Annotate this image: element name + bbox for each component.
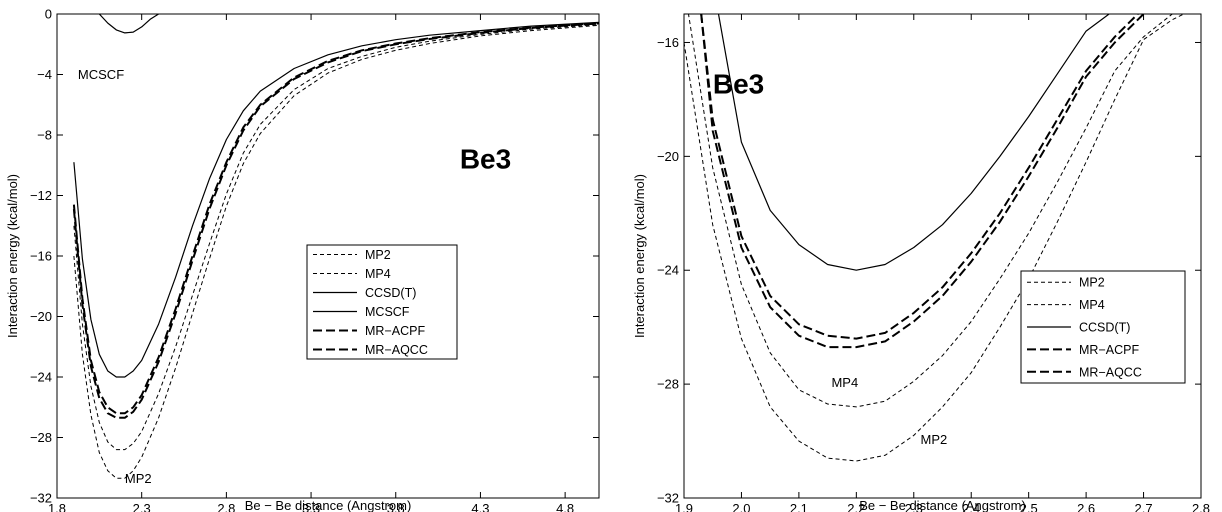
y-axis-label: Interaction energy (kcal/mol) xyxy=(5,174,20,338)
x-tick-label: 2.3 xyxy=(905,501,923,512)
series-line-mr-aqcc xyxy=(700,14,1145,349)
legend-entry: MR−AQCC xyxy=(365,343,428,357)
legend-entry: MP2 xyxy=(365,248,391,262)
y-tick-label: 0 xyxy=(45,7,52,22)
y-tick-label: −32 xyxy=(30,491,52,506)
chart-annotation-title: Be3 xyxy=(713,69,764,100)
series-line-mp2 xyxy=(73,24,599,479)
y-tick-label: −8 xyxy=(37,128,52,143)
legend-box xyxy=(306,244,458,360)
x-tick-label: 4.8 xyxy=(556,501,574,512)
x-tick-label: 3.8 xyxy=(387,501,405,512)
x-tick-label: 2.6 xyxy=(1077,501,1095,512)
legend-entry: CCSD(T) xyxy=(1079,321,1130,335)
y-tick-label: −4 xyxy=(37,67,52,82)
series-line-ccsd-t- xyxy=(717,14,1110,271)
legend: MP2 MP4 CCSD(T) MR−ACPF MR−AQCC xyxy=(1020,270,1186,384)
legend-entry: MR−ACPF xyxy=(365,324,425,338)
y-tick-label: −16 xyxy=(657,35,679,50)
legend-entry: MR−ACPF xyxy=(1079,343,1139,357)
x-tick-label: 2.3 xyxy=(133,501,151,512)
curve-annotation: MCSCF xyxy=(78,67,124,82)
legend-entry: MP4 xyxy=(1079,298,1105,312)
x-tick-label: 3.3 xyxy=(302,501,320,512)
y-tick-label: −28 xyxy=(657,377,679,392)
x-tick-label: 1.9 xyxy=(675,501,693,512)
y-tick-label: −20 xyxy=(657,149,679,164)
plot-frame xyxy=(683,13,1202,499)
x-tick-label: 4.3 xyxy=(471,501,489,512)
series-line-mp4 xyxy=(687,14,1173,408)
y-tick-label: −24 xyxy=(657,263,679,278)
series-line-mp2 xyxy=(684,14,1185,462)
legend-entry: MP2 xyxy=(1079,276,1105,290)
x-tick-label: 2.8 xyxy=(217,501,235,512)
x-axis-label: Be − Be distance (Angstrom) xyxy=(859,498,1026,512)
series-line-mr-acpf xyxy=(72,22,599,415)
x-tick-label: 2.7 xyxy=(1135,501,1153,512)
y-axis-label: Interaction energy (kcal/mol) xyxy=(632,174,647,338)
plot-area xyxy=(72,14,599,479)
plot-area xyxy=(684,14,1185,462)
y-tick-label: −32 xyxy=(657,491,679,506)
curve-annotation: MP4 xyxy=(831,375,858,390)
curve-annotation: MP2 xyxy=(125,471,152,486)
y-tick-label: −12 xyxy=(30,188,52,203)
x-tick-label: 2.8 xyxy=(1192,501,1210,512)
x-tick-label: 2.1 xyxy=(790,501,808,512)
chart-annotation-title: Be3 xyxy=(460,143,511,174)
legend-entry: MCSCF xyxy=(365,305,410,319)
x-axis-label: Be − Be distance (Angstrom) xyxy=(245,498,412,512)
series-line-mr-acpf xyxy=(700,14,1139,340)
x-tick-label: 1.8 xyxy=(48,501,66,512)
legend-entry: CCSD(T) xyxy=(365,286,416,300)
left-chart: 1.8 2.3 2.8 3.3 3.8 4.3 4.8 0 −4 −8 −12 −16 −20 −24 −2… xyxy=(5,7,600,512)
curve-annotation: MP2 xyxy=(921,432,948,447)
x-tick-label: 2.0 xyxy=(732,501,750,512)
y-tick-label: −20 xyxy=(30,309,52,324)
x-tick-label: 2.5 xyxy=(1020,501,1038,512)
y-tick-label: −28 xyxy=(30,430,52,445)
x-tick-label: 2.4 xyxy=(962,501,980,512)
series-line-mcscf xyxy=(98,14,159,34)
series-line-mp4 xyxy=(73,24,599,451)
legend: MP2 MP4 CCSD(T) MCSCF MR−ACPF MR−AQCC xyxy=(306,244,458,360)
right-chart: 1.9 2.0 2.1 2.2 2.3 2.4 2.5 2.6 2.7 2.8 −16 −20 −24 −… xyxy=(632,13,1210,512)
series-line-ccsd-t- xyxy=(73,21,599,378)
legend-entry: MP4 xyxy=(365,267,391,281)
x-tick-label: 2.2 xyxy=(847,501,865,512)
y-tick-label: −16 xyxy=(30,249,52,264)
y-tick-label: −24 xyxy=(30,370,52,385)
legend-entry: MR−AQCC xyxy=(1079,365,1142,379)
